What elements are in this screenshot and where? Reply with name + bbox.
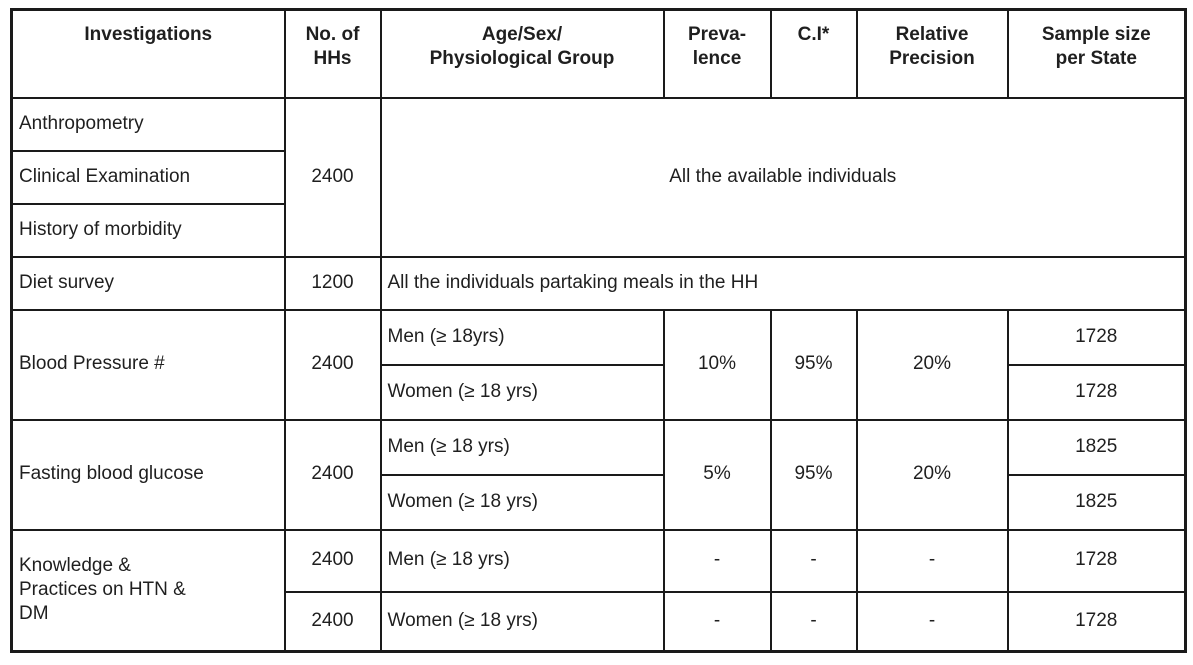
cell-bp-prevalence: 10% [662,308,772,421]
table-row: Anthropometry 2400 All the available ind… [10,96,1187,258]
cell-bp-ci: 95% [769,308,858,421]
cell-fbg-ci: 95% [769,418,858,531]
cell-knowledge-ci-men: - [769,528,858,593]
cell-knowledge-practices: Knowledge & Practices on HTN & DM [10,528,286,653]
table-row: History of morbidity [10,202,1186,258]
cell-fasting-blood-glucose: Fasting blood glucose [10,418,286,531]
cell-diet-merged: All the individuals partaking meals in t… [379,255,1187,311]
table-row: Women (≥ 18 yrs) 1825 [12,473,1187,531]
cell-bp-sample-women: 1728 [1006,363,1187,421]
cell-fbg-sample-men: 1825 [1006,418,1187,476]
cell-bp-hhs: 2400 [283,308,382,421]
cell-clinical-examination: Clinical Examination [10,149,286,205]
cell-knowledge-prevalence-women: - [662,590,772,653]
cell-diet-hhs: 1200 [283,255,382,311]
table-row: 2400 Women (≥ 18 yrs) - - - 1728 [12,590,1187,653]
cell-fbg-women: Women (≥ 18 yrs) [379,473,665,531]
header-age-sex-group: Age/Sex/ Physiological Group [379,8,665,99]
cell-diet-survey: Diet survey [10,255,286,311]
cell-blood-pressure: Blood Pressure # [10,308,286,421]
cell-knowledge-ci-women: - [769,590,858,653]
header-investigations: Investigations [10,8,286,99]
cell-knowledge-prevalence-men: - [662,528,772,593]
table-row: Fasting blood glucose 2400 Men (≥ 18 yrs… [10,418,1187,531]
header-row: Investigations No. of HHs Age/Sex/ Physi… [10,8,1187,99]
header-no-of-hhs: No. of HHs [283,8,382,99]
cell-anthropometry: Anthropometry [10,96,286,152]
table-row: Diet survey 1200 All the individuals par… [10,255,1187,311]
cell-knowledge-hhs-men: 2400 [283,528,382,593]
cell-knowledge-sample-men: 1728 [1006,528,1187,593]
cell-knowledge-precision-women: - [855,590,1009,653]
cell-fbg-sample-women: 1825 [1006,473,1187,531]
cell-knowledge-precision-men: - [855,528,1009,593]
cell-knowledge-sample-women: 1728 [1006,590,1187,653]
cell-fbg-hhs: 2400 [283,418,382,531]
cell-bp-men: Men (≥ 18yrs) [379,308,665,366]
cell-fbg-prevalence: 5% [662,418,772,531]
cell-bp-precision: 20% [855,308,1009,421]
cell-knowledge-hhs-women: 2400 [283,590,382,653]
header-prevalence: Preva- lence [662,8,772,99]
study-design-table: Investigations No. of HHs Age/Sex/ Physi… [10,8,1187,653]
cell-fbg-precision: 20% [855,418,1009,531]
header-sample-size: Sample size per State [1006,8,1187,99]
cell-fbg-men: Men (≥ 18 yrs) [379,418,665,476]
table-row: Women (≥ 18 yrs) 1728 [12,363,1187,421]
cell-history-of-morbidity: History of morbidity [10,202,286,258]
table-row: Clinical Examination [10,149,1186,205]
cell-bp-sample-men: 1728 [1006,308,1187,366]
cell-anthro-merged: All the available individuals [379,96,1187,258]
cell-bp-women: Women (≥ 18 yrs) [379,363,665,421]
header-relative-precision: Relative Precision [855,8,1009,99]
cell-knowledge-men: Men (≥ 18 yrs) [379,528,665,593]
cell-knowledge-women: Women (≥ 18 yrs) [379,590,665,653]
header-ci: C.I* [769,8,858,99]
table-row: Knowledge & Practices on HTN & DM 2400 M… [10,528,1187,653]
table-row: Blood Pressure # 2400 Men (≥ 18yrs) 10% … [10,308,1187,421]
cell-anthro-hhs: 2400 [283,96,382,258]
